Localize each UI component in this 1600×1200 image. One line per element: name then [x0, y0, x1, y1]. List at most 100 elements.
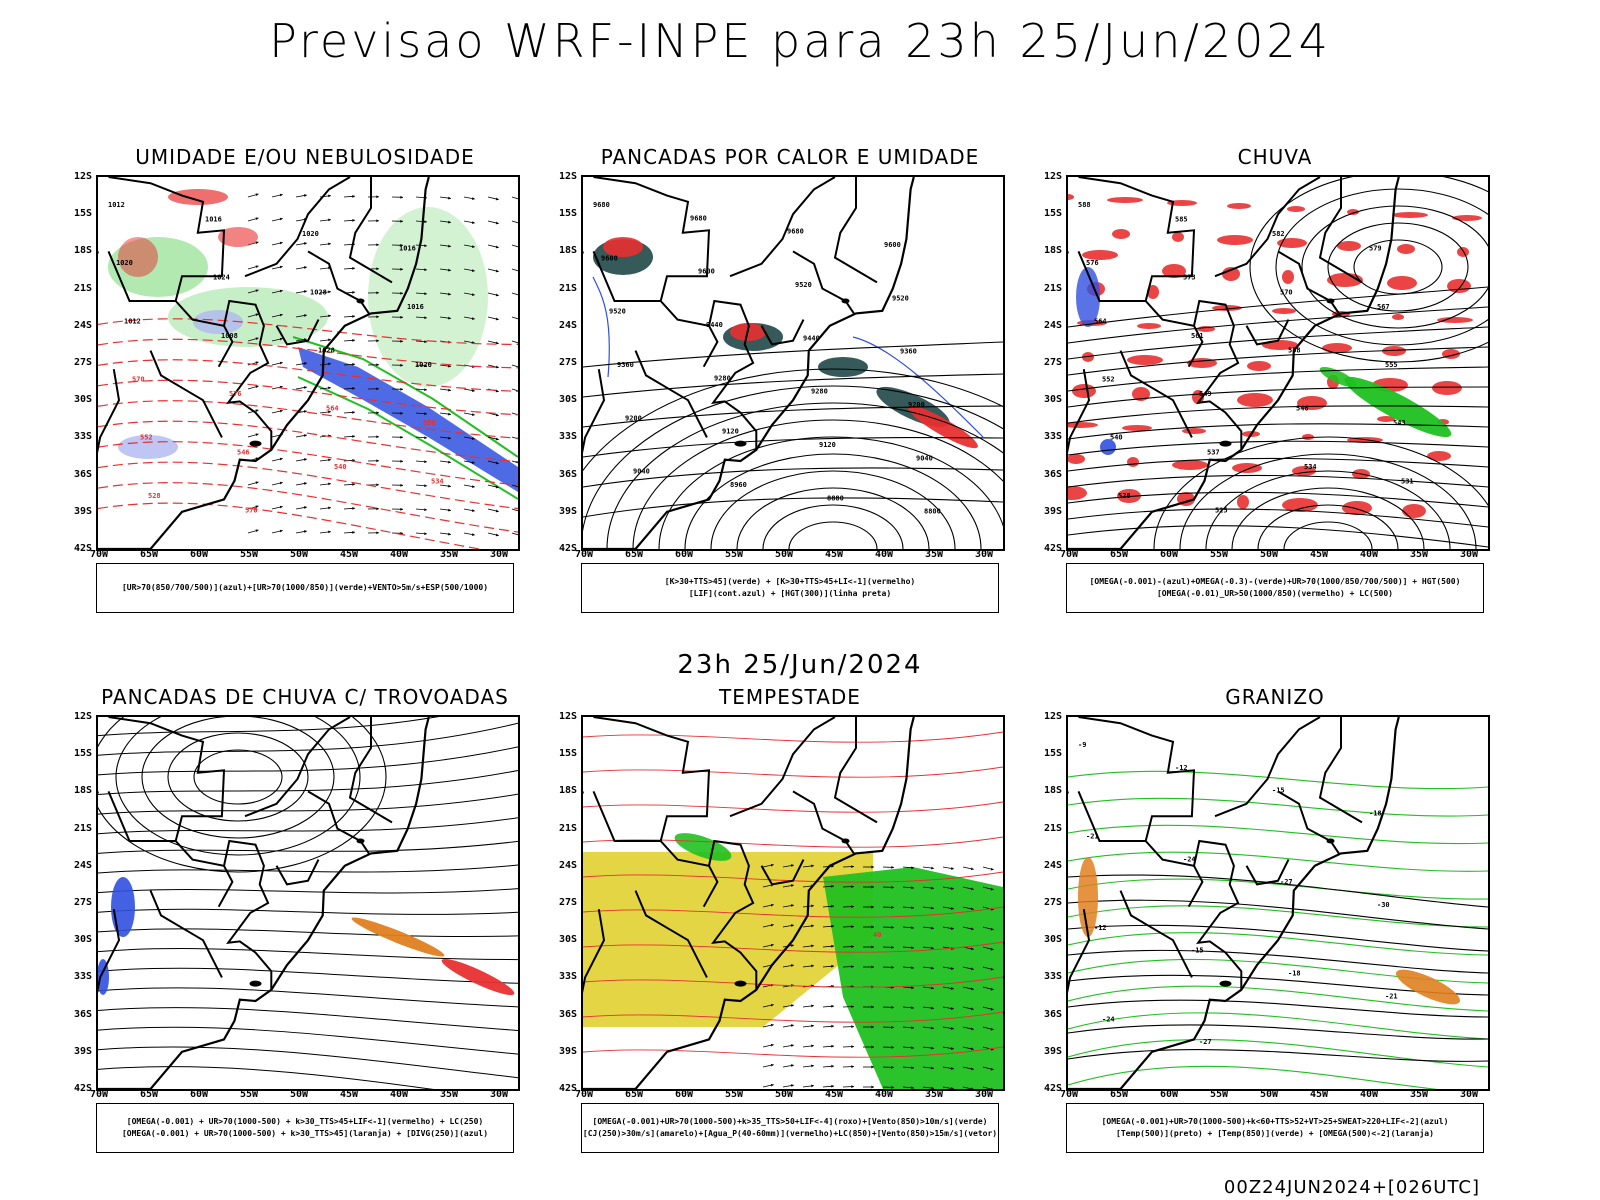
temp500-contour: [1068, 949, 1488, 974]
orange-omega-patch: [1078, 857, 1098, 937]
contour-label: -27: [1280, 878, 1293, 886]
lon-label: 65W: [1110, 549, 1129, 560]
blue-divergence-patch: [111, 877, 135, 937]
wind-arrowhead: [851, 1045, 854, 1049]
country-border: [275, 319, 320, 346]
red-rain-patch: [1402, 504, 1426, 518]
wind-arrow: [511, 292, 518, 296]
wind-arrowhead: [495, 365, 499, 369]
lat-label: 24S: [73, 859, 92, 871]
red-rain-patch: [1287, 206, 1305, 212]
lat-label: 24S: [558, 859, 577, 871]
contour-label: 534: [1304, 463, 1317, 471]
streamline: [98, 928, 518, 938]
wind-arrowhead: [970, 1067, 974, 1071]
lat-label: 33S: [73, 971, 92, 983]
wind-arrowhead: [831, 1024, 834, 1028]
wind-arrowhead: [831, 1084, 834, 1088]
wind-arrowhead: [831, 1004, 834, 1008]
red-rain-patch: [1068, 194, 1074, 200]
height-contour: [583, 497, 1003, 518]
country-border: [583, 369, 606, 454]
wind-arrow: [511, 364, 518, 368]
lat-label: 30S: [73, 934, 92, 946]
wind-arrowhead: [328, 530, 331, 534]
lake: [1219, 980, 1232, 987]
lat-label: 39S: [1043, 1045, 1062, 1057]
lake: [1326, 838, 1335, 844]
isoline: [98, 441, 518, 486]
wind-arrowhead: [931, 906, 934, 910]
red-rain-patch: [1237, 393, 1273, 407]
country-border: [98, 369, 121, 454]
wind-arrowhead: [328, 194, 331, 198]
streamline: [98, 948, 518, 961]
legend-box: [OMEGA(-0.001)-(azul)+OMEGA(-0.3)-(verde…: [1066, 563, 1484, 613]
lake: [841, 298, 850, 304]
lat-label: 24S: [1043, 859, 1062, 871]
panel-title: CHUVA: [1237, 145, 1313, 169]
lon-label: 45W: [825, 549, 844, 560]
wind-arrowhead: [328, 242, 331, 246]
contour-label: 564: [326, 405, 339, 413]
map-panel-1: UMIDADE E/OU NEBULOSIDADE 1012 1016 1020 101…: [70, 145, 540, 635]
wind-arrowhead: [424, 292, 427, 296]
wind-arrowhead: [990, 887, 994, 891]
weather-map: [98, 717, 518, 1089]
height-contours-ring: [606, 402, 1003, 549]
lat-label: 18S: [558, 785, 577, 797]
wind-arrowhead: [424, 436, 427, 440]
lon-label: 50W: [775, 549, 794, 560]
green-humidity-patch: [368, 207, 488, 387]
red-rain-patch: [1162, 264, 1186, 278]
contour-label: 570: [245, 506, 258, 514]
height-contours-ring: [632, 419, 1003, 549]
lake: [249, 440, 262, 447]
wind-arrowhead: [352, 338, 355, 342]
legend-line: [K>30+TTS>45](verde) + [K>30+TTS>45+LI<-…: [664, 577, 916, 586]
wind-arrowhead: [376, 339, 379, 343]
temp850-contour: [1068, 1012, 1488, 1040]
wind-arrowhead: [400, 387, 403, 391]
lat-label: 39S: [73, 505, 92, 517]
red-rain-patch: [1137, 323, 1161, 329]
contour-label: 9200: [625, 414, 642, 422]
country-border: [1245, 859, 1290, 886]
lat-label: 39S: [1043, 505, 1062, 517]
wind-arrowhead: [831, 904, 834, 908]
wind-arrowhead: [255, 505, 259, 509]
country-border: [1277, 250, 1340, 314]
lat-label: 15S: [558, 748, 577, 760]
country-border: [583, 909, 606, 994]
contour-label: 576: [1086, 259, 1099, 267]
wind-arrowhead: [831, 964, 834, 968]
wind-arrowhead: [990, 987, 994, 991]
wind-arrowhead: [770, 903, 774, 907]
wind-arrowhead: [990, 967, 994, 971]
wind-arrowhead: [424, 364, 427, 368]
red-rain-patch: [1427, 451, 1451, 461]
wind-arrowhead: [279, 409, 283, 413]
wind-arrow: [511, 388, 518, 392]
country-border: [792, 250, 855, 314]
lat-label: 42S: [73, 543, 92, 554]
lon-label: 35W: [440, 549, 459, 560]
wind-arrowhead: [303, 362, 307, 365]
contour-label: 8960: [730, 481, 747, 489]
lat-label: 36S: [73, 468, 92, 480]
lat-label: 12S: [73, 171, 92, 182]
red-rain-patch: [1282, 270, 1294, 284]
red-rain-patch: [1247, 361, 1271, 371]
wind-arrowhead: [911, 1026, 914, 1030]
lon-label: 30W: [1460, 1089, 1479, 1100]
wind-arrowhead: [931, 866, 934, 870]
country-border: [307, 250, 370, 314]
country-border: [634, 890, 708, 978]
lat-label: 42S: [1043, 543, 1062, 554]
wind-vectors: [247, 193, 518, 537]
wind-arrowhead: [871, 1065, 874, 1069]
country-border: [275, 859, 320, 886]
country-border: [702, 865, 719, 908]
height-contour: [1068, 366, 1488, 392]
wind-arrowhead: [851, 1085, 854, 1089]
